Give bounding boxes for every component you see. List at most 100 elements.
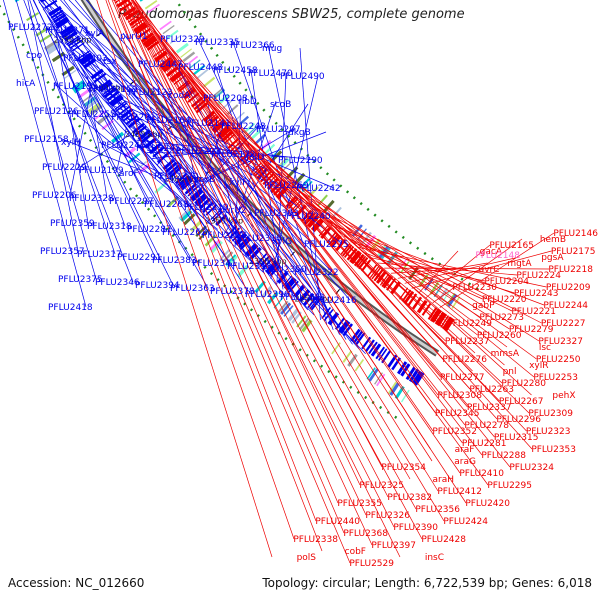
cog-feature-forward	[128, 152, 141, 164]
forward-gene	[276, 270, 289, 284]
forward-gene	[337, 319, 348, 333]
cog-feature-forward	[77, 88, 91, 99]
forward-leader	[3, 0, 87, 308]
forward-gene-label: xylA	[85, 29, 105, 39]
forward-gene-label: PFLU2246	[101, 141, 146, 151]
reverse-leader	[121, 0, 339, 504]
forward-gene	[50, 9, 64, 19]
forward-gene-label: xylH	[61, 138, 81, 148]
cog-feature-reverse	[213, 88, 226, 100]
cog-feature-reverse	[253, 133, 266, 146]
forward-gene-label: codA	[168, 91, 191, 101]
forward-leader	[175, 63, 296, 300]
reverse-leader	[370, 257, 486, 282]
forward-leader	[228, 100, 277, 241]
reverse-leader	[134, 0, 489, 486]
cog-feature-forward	[221, 251, 234, 264]
genome-stats-text: Topology: circular; Length: 6,722,539 bp…	[262, 576, 592, 590]
reverse-gene-label: PFLU2204	[484, 277, 529, 287]
forward-gene-label: PFLU2448	[178, 63, 223, 73]
reverse-leader	[250, 148, 505, 366]
reverse-leader	[115, 0, 345, 534]
forward-gene-label: PFLU2303	[254, 209, 299, 219]
reverse-leader	[256, 154, 537, 360]
forward-gene-label: ribD	[238, 97, 257, 107]
reverse-gene-label: PFLU2263	[469, 385, 514, 395]
cog-feature-forward	[254, 280, 266, 294]
forward-gene-label: PFLU2287	[127, 225, 172, 235]
reverse-gene-label: araG	[454, 457, 476, 467]
cog-feature-reverse	[196, 68, 209, 79]
reverse-gene-label: PFLU2309	[528, 409, 573, 419]
forward-gene-label: PFLU2396	[245, 290, 290, 300]
forward-gene	[364, 339, 375, 353]
reverse-gene-label: PFLU2390	[393, 523, 438, 533]
forward-gene-label: PFLU2378	[210, 287, 255, 297]
cog-feature-reverse	[249, 129, 262, 141]
reverse-leader	[127, 0, 389, 498]
reverse-gene	[403, 290, 415, 304]
reverse-gene-label: PFLU2308	[437, 391, 482, 401]
reverse-gene-label: PFLU2244	[543, 301, 588, 311]
cog-feature-reverse	[281, 161, 293, 173]
reverse-gene-label: PFLU2337	[467, 403, 512, 413]
forward-gene-label: PFLU2248	[221, 122, 266, 132]
cog-feature-forward	[387, 381, 398, 395]
forward-gene	[110, 95, 124, 107]
reverse-gene	[187, 92, 200, 103]
cog-feature-forward	[368, 368, 379, 382]
forward-leader	[39, 0, 276, 239]
reverse-leader	[343, 235, 483, 300]
forward-leader	[82, 69, 148, 202]
reverse-leader	[439, 232, 555, 308]
cog-feature-forward	[45, 42, 59, 53]
tick-mark	[96, 32, 102, 37]
reverse-gene-label: uvrC	[478, 265, 499, 275]
cog-feature-forward	[291, 311, 302, 324]
reverse-gene	[429, 308, 440, 322]
reverse-gene-label: araF	[455, 445, 475, 455]
forward-gene-label: PFLU2363	[170, 284, 215, 294]
forward-gene-label: PFLU2403	[63, 54, 108, 64]
forward-leader	[157, 35, 347, 340]
forward-gene-label: soxB	[194, 175, 215, 185]
forward-gene-label: PFLU2123	[128, 88, 173, 98]
cog-feature-forward	[89, 104, 103, 116]
forward-gene	[400, 363, 411, 377]
forward-gene	[285, 278, 297, 291]
forward-gene-label: PFLU2208	[203, 94, 248, 104]
forward-gene	[375, 346, 386, 360]
forward-gene-label: PFLU2375	[58, 275, 103, 285]
cog-feature-reverse	[175, 42, 189, 54]
forward-leader	[52, 0, 249, 292]
forward-gene	[210, 209, 222, 221]
reverse-gene	[382, 275, 394, 289]
forward-gene	[115, 102, 128, 112]
forward-gene-label: cpo	[26, 51, 43, 61]
cog-feature-reverse	[277, 157, 290, 170]
forward-gene-label: PFLU2329	[160, 35, 205, 45]
cog-feature-forward	[287, 308, 300, 322]
forward-gene	[303, 292, 315, 306]
reverse-gene-label: PFLU2353	[531, 445, 576, 455]
cog-feature-forward	[87, 101, 102, 114]
forward-gene-label: PFLU2458	[213, 66, 258, 76]
forward-gene	[334, 317, 346, 330]
reverse-gene	[170, 71, 184, 83]
forward-leader	[151, 150, 215, 160]
reverse-gene	[134, 24, 149, 35]
reverse-gene-label: PFLU2382	[387, 493, 432, 503]
cog-feature-forward	[93, 110, 107, 121]
reverse-leader	[305, 202, 542, 324]
reverse-gene-label: PFLU2424	[443, 517, 488, 527]
reverse-gene-label: PFLU2356	[415, 505, 460, 515]
forward-gene-label: PFLU2126	[34, 107, 79, 117]
forward-gene-label: scoB	[270, 100, 291, 110]
forward-leader	[183, 119, 202, 213]
reverse-leader	[138, 9, 433, 462]
forward-leader	[157, 147, 175, 166]
reverse-gene-label: PFLU2281	[462, 439, 507, 449]
forward-gene	[123, 111, 136, 122]
reverse-gene-label: PFLU2315	[494, 433, 539, 443]
forward-gene-label: PFLU2470	[248, 69, 293, 79]
